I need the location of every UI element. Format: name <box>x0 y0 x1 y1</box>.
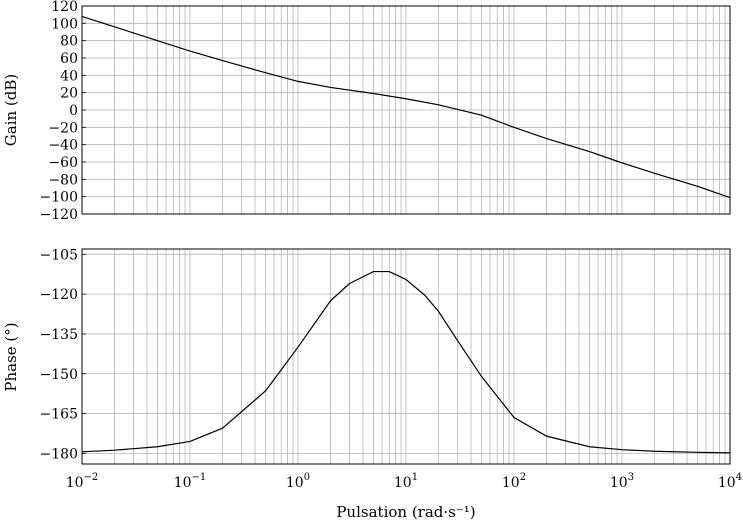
xtick-base: 10 <box>286 475 304 491</box>
phase-ytick-label: −180 <box>40 446 78 462</box>
gain-ytick-label: −100 <box>40 190 78 206</box>
xtick-exponent: 4 <box>736 472 742 483</box>
phase-curve <box>81 270 731 454</box>
gain-ytick-label: 60 <box>60 51 78 67</box>
phase-frame <box>81 248 731 465</box>
xtick-base: 10 <box>718 475 736 491</box>
gain-curve <box>81 15 731 199</box>
phase-xtick-label: 10−2 <box>66 472 99 491</box>
gain-frame <box>81 5 731 215</box>
phase-xtick-label: 102 <box>502 472 526 491</box>
gain-ytick-label: −20 <box>48 120 78 136</box>
phase-xtick-label: 103 <box>610 472 634 491</box>
phase-ytick-label: −165 <box>40 407 78 423</box>
gain-ytick-label: 80 <box>60 34 78 50</box>
xtick-base: 10 <box>394 475 412 491</box>
xtick-exponent: 0 <box>304 472 310 483</box>
gain-ylabel: Gain (dB) <box>2 74 20 146</box>
phase-ytick-label: −120 <box>40 287 78 303</box>
gain-ytick-label: −80 <box>48 172 78 188</box>
xtick-base: 10 <box>174 475 192 491</box>
phase-ytick-label: −150 <box>40 367 78 383</box>
gain-ytick-label: 40 <box>60 68 78 84</box>
xtick-exponent: 2 <box>520 472 526 483</box>
phase-ytick-label: −135 <box>40 327 78 343</box>
phase-xtick-label: 10−1 <box>174 472 207 491</box>
xtick-exponent: −2 <box>84 472 99 483</box>
xtick-exponent: −1 <box>192 472 207 483</box>
xtick-base: 10 <box>502 475 520 491</box>
gain-ytick-label: 100 <box>51 16 78 32</box>
xtick-exponent: 1 <box>412 472 418 483</box>
gain-ytick-label: 20 <box>60 86 78 102</box>
gain-ytick-label: −60 <box>48 155 78 171</box>
gain-ytick-label: 0 <box>69 103 78 119</box>
xtick-base: 10 <box>66 475 84 491</box>
xtick-base: 10 <box>610 475 628 491</box>
gain-ytick-label: −120 <box>40 207 78 223</box>
phase-ytick-label: −105 <box>40 247 78 263</box>
phase-xtick-label: 101 <box>394 472 418 491</box>
gain-ytick-label: −40 <box>48 138 78 154</box>
phase-xlabel: Pulsation (rad·s⁻¹) <box>336 503 475 521</box>
gain-ytick-label: 120 <box>51 0 78 15</box>
phase-ylabel: Phase (°) <box>2 322 20 391</box>
xtick-exponent: 3 <box>628 472 634 483</box>
phase-xtick-label: 104 <box>718 472 742 491</box>
phase-xtick-label: 100 <box>286 472 310 491</box>
